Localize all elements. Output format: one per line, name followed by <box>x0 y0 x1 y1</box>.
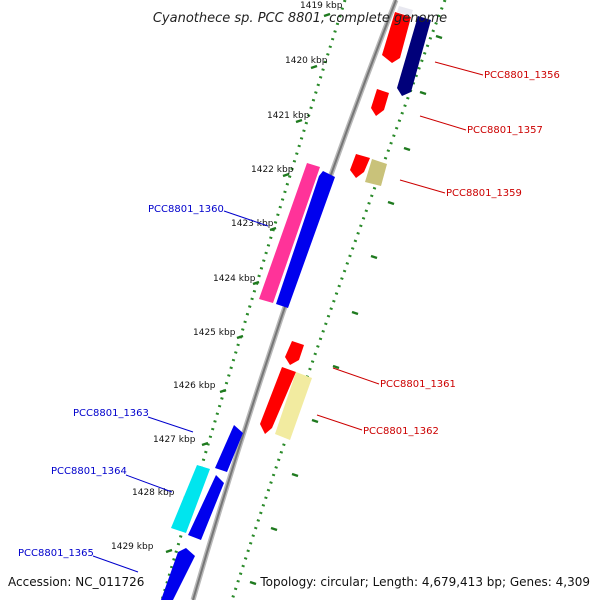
gene-pcc8801-1361b-arrow[interactable] <box>260 367 296 434</box>
tick-label-1425: 1425 kbp <box>193 328 236 338</box>
gene-pcc8801-1360-arrow[interactable] <box>276 171 335 308</box>
tick-label-1426: 1426 kbp <box>173 381 216 391</box>
gene-pcc8801-1356b-arrow[interactable] <box>397 16 431 96</box>
gene-pcc8801-1363-arrow[interactable] <box>215 425 243 472</box>
gene-pcc8801-1357-arrow[interactable] <box>371 89 389 116</box>
gene-label-pcc8801-1359[interactable]: PCC8801_1359 <box>446 188 522 199</box>
tick-labels: 1419 kbp 1420 kbp 1421 kbp 1422 kbp 1423… <box>111 1 343 552</box>
gene-pcc8801-1365-arrow[interactable] <box>161 548 195 600</box>
tick-label-1419: 1419 kbp <box>300 1 343 11</box>
left-gene-labels: PCC8801_1360 PCC8801_1363 PCC8801_1364 P… <box>18 204 269 573</box>
gene-pcc8801-1361-arrow[interactable] <box>285 341 304 365</box>
gene-label-pcc8801-1362[interactable]: PCC8801_1362 <box>363 426 439 437</box>
gene-pcc8801-1362-arrow[interactable] <box>275 372 312 440</box>
tick-label-1428: 1428 kbp <box>132 488 175 498</box>
reverse-genes <box>161 163 335 600</box>
tick-label-1420: 1420 kbp <box>285 56 328 66</box>
outer-ticks <box>249 34 443 586</box>
tick-label-1429: 1429 kbp <box>111 542 154 552</box>
tick-label-1424: 1424 kbp <box>213 274 256 284</box>
right-gene-labels: PCC8801_1356 PCC8801_1357 PCC8801_1359 P… <box>316 61 560 437</box>
gene-label-pcc8801-1360[interactable]: PCC8801_1360 <box>148 204 224 215</box>
gene-pcc8801-1359-red-arrow[interactable] <box>350 154 370 178</box>
gene-pcc8801-1360-pink-arrow[interactable] <box>259 163 320 303</box>
tick-label-1427: 1427 kbp <box>153 435 196 445</box>
gene-label-pcc8801-1356[interactable]: PCC8801_1356 <box>484 70 560 81</box>
forward-genes <box>260 6 431 440</box>
gene-label-pcc8801-1361[interactable]: PCC8801_1361 <box>380 379 456 390</box>
gene-pcc8801-1359-arrow[interactable] <box>365 159 387 186</box>
tick-label-1423: 1423 kbp <box>231 219 274 229</box>
gene-label-pcc8801-1357[interactable]: PCC8801_1357 <box>467 125 543 136</box>
gene-pcc8801-1356-arrow[interactable] <box>382 12 411 63</box>
tick-label-1421: 1421 kbp <box>267 111 310 121</box>
gene-label-pcc8801-1365[interactable]: PCC8801_1365 <box>18 548 94 559</box>
gene-pcc8801-1364-arrow[interactable] <box>188 475 224 540</box>
gene-pcc8801-1364-cyan-arrow[interactable] <box>171 465 210 533</box>
map-title: Cyanothece sp. PCC 8801, complete genome <box>153 11 447 26</box>
topology-text: Topology: circular; Length: 4,679,413 bp… <box>259 575 590 589</box>
gene-label-pcc8801-1363[interactable]: PCC8801_1363 <box>73 408 149 419</box>
accession-text: Accession: NC_011726 <box>8 575 144 589</box>
inner-tick-ring <box>160 0 347 600</box>
genome-backbone <box>190 0 399 600</box>
tick-label-1422: 1422 kbp <box>251 165 294 175</box>
gene-upstream-arrow[interactable] <box>397 6 413 16</box>
genome-backbone-core <box>192 0 397 600</box>
gene-label-pcc8801-1364[interactable]: PCC8801_1364 <box>51 466 127 477</box>
